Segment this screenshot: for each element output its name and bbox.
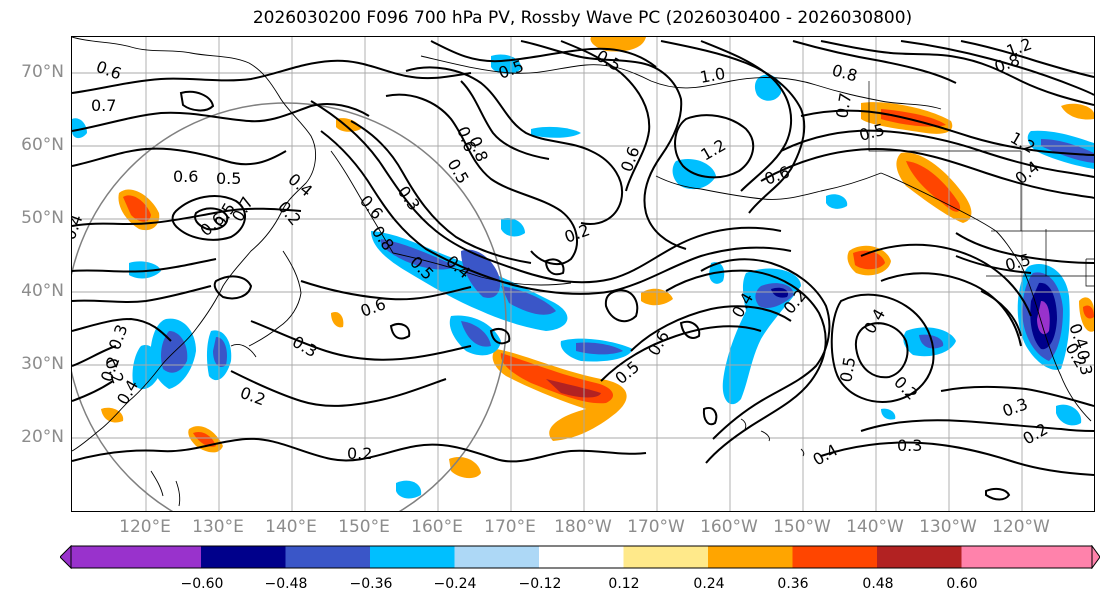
contour-label: 0.4 bbox=[860, 305, 889, 337]
lat-label-30n: 30°N bbox=[21, 354, 64, 374]
colorbar-segment bbox=[201, 546, 286, 568]
colorbar-segment bbox=[792, 546, 877, 568]
colorbar-segment bbox=[370, 546, 455, 568]
contour-label: 0.5 bbox=[444, 156, 473, 188]
contour-label: 0.3 bbox=[289, 332, 321, 361]
contour-label: 0.3 bbox=[1073, 348, 1094, 376]
coastlines bbox=[72, 37, 1094, 507]
colorbar-segment bbox=[877, 546, 962, 568]
colorbar-tick-label: 0.36 bbox=[777, 576, 809, 592]
lon-label-120w: 120°W bbox=[992, 517, 1050, 537]
colorbar-segment bbox=[71, 546, 201, 568]
colorbar-segment bbox=[454, 546, 539, 568]
lat-label-20n: 20°N bbox=[21, 427, 64, 447]
contour-label: 0.7 bbox=[91, 96, 116, 115]
lon-label-130e: 130°E bbox=[192, 517, 244, 537]
colorbar-tick-label: 0.24 bbox=[693, 576, 725, 592]
colorbar-segment bbox=[961, 546, 1092, 568]
colorbar-tick-label: −0.24 bbox=[433, 576, 477, 592]
contour-label: 0.2 bbox=[347, 444, 372, 463]
lon-label-170e: 170°E bbox=[484, 517, 536, 537]
lon-label-130w: 130°W bbox=[919, 517, 977, 537]
lon-label-140w: 140°W bbox=[846, 517, 904, 537]
contour-label: 0.3 bbox=[105, 322, 132, 352]
contour-label: 1.2 bbox=[1004, 37, 1034, 61]
lon-label-140e: 140°E bbox=[265, 517, 317, 537]
lat-label-70n: 70°N bbox=[21, 62, 64, 82]
contour-label: 0.6 bbox=[94, 57, 124, 84]
contour-label: 0.6 bbox=[356, 191, 387, 223]
contour-label: 0.8 bbox=[830, 61, 860, 86]
colorbar-tick-label: −0.12 bbox=[518, 576, 562, 592]
lon-label-150w: 150°W bbox=[773, 517, 831, 537]
contour-label: 0.5 bbox=[836, 355, 859, 383]
contour-label: 0.6 bbox=[173, 167, 198, 186]
lat-label-50n: 50°N bbox=[21, 208, 64, 228]
lat-label-60n: 60°N bbox=[21, 135, 64, 155]
contour-label: 0.6 bbox=[762, 162, 792, 189]
contour-label: 0.2 bbox=[274, 197, 305, 229]
colorbar-extend-max bbox=[1091, 545, 1100, 569]
colorbar-tick-label: −0.48 bbox=[264, 576, 308, 592]
pv-map: 0.6 0.7 0.6 0.5 0.4 0.6 0.5 0.7 0.3 0.2 … bbox=[72, 37, 1094, 511]
colorbar-tick-label: 0.12 bbox=[608, 576, 640, 592]
lon-label-180w: 180°W bbox=[554, 517, 612, 537]
colorbar-tick-label: 0.60 bbox=[946, 576, 978, 592]
lon-label-160w: 160°W bbox=[700, 517, 758, 537]
contour-label: 0.2 bbox=[890, 372, 921, 403]
colorbar-tick-label: −0.60 bbox=[180, 576, 224, 592]
contour-label: 1.0 bbox=[698, 64, 726, 87]
lat-label-40n: 40°N bbox=[21, 281, 64, 301]
contour-label: 0.5 bbox=[216, 169, 241, 188]
contour-label: 0.3 bbox=[897, 436, 922, 455]
colorbar-segment bbox=[708, 546, 793, 568]
lon-label-160e: 160°E bbox=[411, 517, 463, 537]
contour-label: 0.7 bbox=[832, 91, 855, 119]
radius-circle bbox=[72, 102, 507, 511]
lon-label-170w: 170°W bbox=[627, 517, 685, 537]
contour-label: 0.2 bbox=[1020, 419, 1052, 448]
contour-label: 0.4 bbox=[72, 212, 86, 242]
colorbar bbox=[60, 545, 1100, 569]
lon-label-120e: 120°E bbox=[119, 517, 171, 537]
colorbar-segment bbox=[623, 546, 708, 568]
pv-contours bbox=[72, 40, 1094, 501]
contour-label: 0.6 bbox=[617, 144, 644, 174]
colorbar-tick-label: −0.36 bbox=[349, 576, 393, 592]
map-panel: 0.6 0.7 0.6 0.5 0.4 0.6 0.5 0.7 0.3 0.2 … bbox=[71, 36, 1095, 512]
map-title: 2026030200 F096 700 hPa PV, Rossby Wave … bbox=[252, 8, 913, 28]
lon-label-150e: 150°E bbox=[338, 517, 390, 537]
contour-label: 0.8 bbox=[465, 134, 492, 164]
colorbar-extend-min bbox=[60, 545, 72, 569]
contour-label: 0.6 bbox=[644, 327, 673, 359]
colorbar-segment bbox=[285, 546, 370, 568]
contour-label: 0.4 bbox=[810, 440, 842, 469]
contour-label: 0.3 bbox=[1000, 394, 1030, 421]
contour-label: 0.3 bbox=[394, 182, 424, 214]
colorbar-segment bbox=[539, 546, 624, 568]
colorbar-tick-label: 0.48 bbox=[862, 576, 894, 592]
contour-label: 0.5 bbox=[857, 120, 887, 145]
contour-label: 1.2 bbox=[698, 135, 730, 164]
anomaly-shading bbox=[72, 37, 1094, 499]
